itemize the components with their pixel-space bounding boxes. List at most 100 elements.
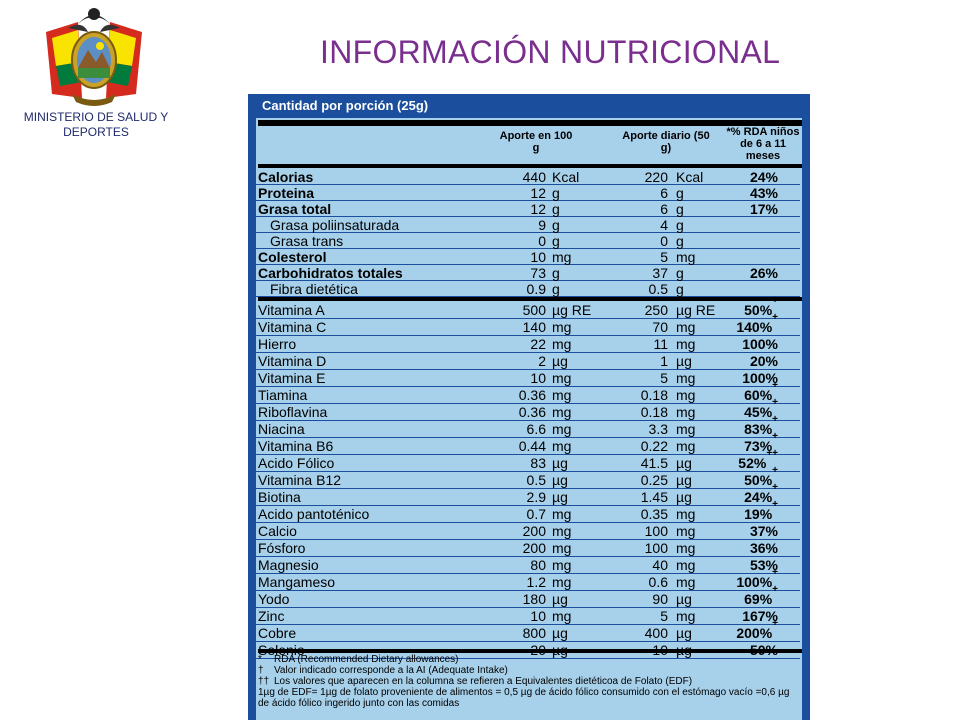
rda-note-mark: + bbox=[772, 618, 778, 630]
rda-note-mark: + bbox=[772, 499, 778, 511]
footnote-symbol: †† bbox=[258, 676, 270, 687]
nutrient-name: Fibra dietética bbox=[270, 281, 358, 297]
table-row: Biotina 2.9 µg 1.45 µg 24%+ bbox=[256, 483, 800, 506]
rda-percent: 37% bbox=[750, 523, 778, 540]
nutrient-name: Riboflavina bbox=[258, 404, 328, 420]
rda-percent-value: 200% bbox=[736, 625, 773, 641]
value-daily: 0.25 bbox=[640, 472, 668, 488]
nutrient-name: Vitamina C bbox=[258, 319, 327, 335]
value-per-100g: 12 bbox=[530, 201, 546, 217]
value-daily: 6 bbox=[660, 201, 668, 217]
unit-per-100g: mg bbox=[552, 370, 572, 386]
unit-per-100g: g bbox=[552, 185, 560, 201]
table-row: Zinc 10 mg 5 mg 167% bbox=[256, 608, 800, 625]
nutrient-name: Niacina bbox=[258, 421, 305, 437]
footnote-line: de ácido fólico ingerido junto con las c… bbox=[258, 698, 798, 709]
rda-percent-value: 36% bbox=[749, 540, 778, 556]
table-row: Hierro 22 mg 11 mg 100% bbox=[256, 336, 800, 353]
rda-percent: 167% bbox=[742, 608, 778, 625]
nutrient-name: Acido Fólico bbox=[258, 455, 335, 471]
unit-per-100g: g bbox=[552, 281, 560, 297]
table-row: Proteina 12 g 6 g 43% bbox=[256, 185, 800, 201]
footnote-line: †† Los valores que aparecen en la columna… bbox=[258, 676, 798, 687]
value-daily: 40 bbox=[652, 557, 668, 573]
unit-daily: mg bbox=[676, 608, 696, 624]
value-per-100g: 0.36 bbox=[518, 387, 546, 403]
table-row: Fibra dietética 0.9 g 0.5 g bbox=[256, 281, 800, 297]
unit-daily: mg bbox=[676, 387, 696, 403]
value-daily: 5 bbox=[660, 370, 668, 386]
table-row: Tiamina 0.36 mg 0.18 mg 60%+ bbox=[256, 381, 800, 404]
value-per-100g: 140 bbox=[522, 319, 546, 335]
rda-percent-value: 69% bbox=[744, 591, 773, 607]
table-row: Acido Fólico 83 µg 41.5 µg 52%++ bbox=[256, 449, 800, 472]
rda-percent: 73%+ bbox=[744, 432, 778, 455]
rda-percent: 17% bbox=[750, 201, 778, 217]
value-per-100g: 0.5 bbox=[526, 472, 546, 488]
unit-per-100g: mg bbox=[552, 421, 572, 437]
nutrient-name: Mangameso bbox=[258, 574, 336, 590]
rda-percent: 60%+ bbox=[744, 381, 778, 404]
unit-per-100g: µg bbox=[552, 353, 568, 369]
rda-note-mark: + bbox=[772, 584, 778, 596]
unit-daily: g bbox=[676, 281, 684, 297]
nutrient-name: Vitamina D bbox=[258, 353, 327, 369]
unit-per-100g: µg RE bbox=[552, 302, 592, 318]
value-daily: 3.3 bbox=[648, 421, 668, 437]
value-daily: 0.5 bbox=[648, 281, 668, 297]
rda-percent-value: 52% bbox=[738, 455, 767, 471]
table-row: Magnesio 80 mg 40 mg 53% bbox=[256, 557, 800, 574]
unit-daily: mg bbox=[676, 319, 696, 335]
nutrition-facts-panel: Cantidad por porción (25g) Aporte en 100… bbox=[248, 94, 810, 720]
unit-per-100g: µg bbox=[552, 625, 568, 641]
unit-per-100g: mg bbox=[552, 523, 572, 539]
nutrient-name: Grasa total bbox=[258, 201, 332, 217]
table-row: Vitamina A 500 µg RE 250 µg RE 50%+ bbox=[256, 296, 800, 319]
value-daily: 5 bbox=[660, 249, 668, 265]
rda-percent-value: 140% bbox=[736, 319, 773, 335]
rda-percent: 43% bbox=[750, 185, 778, 201]
rda-percent: 53% bbox=[750, 557, 778, 574]
footnote-line: 1µg de EDF= 1µg de folato proveniente de… bbox=[258, 687, 798, 698]
value-daily: 0.22 bbox=[640, 438, 668, 454]
unit-per-100g: mg bbox=[552, 574, 572, 590]
unit-per-100g: g bbox=[552, 265, 560, 281]
nutrient-name: Grasa trans bbox=[270, 233, 344, 249]
ministry-label: MINISTERIO DE SALUD Y DEPORTES bbox=[23, 110, 169, 139]
rda-percent: 100% bbox=[742, 370, 778, 387]
table-row: Carbohidratos totales 73 g 37 g 26% bbox=[256, 265, 800, 281]
footnote-text: Los valores que aparecen en la columna s… bbox=[274, 676, 693, 687]
value-per-100g: 180 bbox=[522, 591, 546, 607]
table-row: Mangameso 1.2 mg 0.6 mg 100%+ bbox=[256, 568, 800, 591]
unit-daily: µg bbox=[676, 591, 692, 607]
unit-per-100g: mg bbox=[552, 506, 572, 522]
nutrient-name: Carbohidratos totales bbox=[258, 265, 403, 281]
value-daily: 37 bbox=[652, 265, 668, 281]
section-divider bbox=[258, 649, 802, 653]
rda-percent: 50%+ bbox=[744, 296, 778, 319]
value-daily: 400 bbox=[644, 625, 668, 641]
value-per-100g: 73 bbox=[530, 265, 546, 281]
rda-percent-value: 167% bbox=[742, 608, 778, 624]
unit-daily: mg bbox=[676, 336, 696, 352]
unit-per-100g: mg bbox=[552, 557, 572, 573]
nutrient-name: Biotina bbox=[258, 489, 301, 505]
value-daily: 0.18 bbox=[640, 387, 668, 403]
page-title: INFORMACIÓN NUTRICIONAL bbox=[320, 34, 781, 70]
value-per-100g: 200 bbox=[522, 523, 546, 539]
unit-daily: mg bbox=[676, 249, 696, 265]
rda-note-mark: + bbox=[772, 380, 778, 392]
table-row: Vitamina B6 0.44 mg 0.22 mg 73%+ bbox=[256, 432, 800, 455]
table-row: Acido pantoténico 0.7 mg 0.35 mg 19%+ bbox=[256, 500, 800, 523]
nutrient-name: Vitamina B6 bbox=[258, 438, 334, 454]
unit-per-100g: µg bbox=[552, 591, 568, 607]
rda-percent-value: 24% bbox=[749, 169, 778, 185]
table-row: Grasa trans 0 g 0 g bbox=[256, 233, 800, 249]
nutrient-name: Hierro bbox=[258, 336, 297, 352]
unit-daily: µg RE bbox=[676, 302, 716, 318]
rda-note-mark: + bbox=[772, 465, 778, 477]
rda-percent: 69%+ bbox=[744, 585, 778, 608]
value-per-100g: 0.36 bbox=[518, 404, 546, 420]
nutrient-name: Colesterol bbox=[258, 249, 327, 265]
rda-percent: 19%+ bbox=[744, 500, 778, 523]
